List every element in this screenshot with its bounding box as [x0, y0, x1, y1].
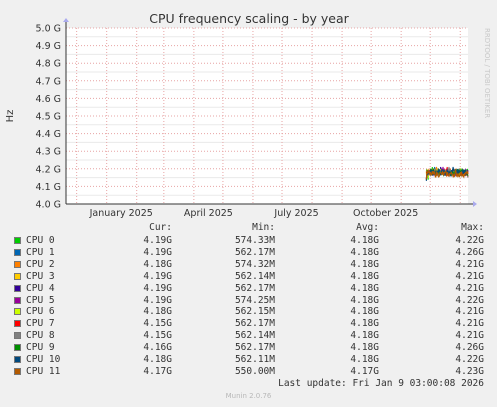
y-axis-label: Hz [5, 110, 16, 123]
x-tick-label: January 2025 [89, 208, 153, 219]
x-tick-label: July 2025 [273, 208, 318, 219]
x-tick-label: April 2025 [184, 208, 233, 219]
y-tick-label: 4.9 G [36, 41, 62, 52]
axes [63, 18, 477, 207]
y-tick-label: 4.2 G [36, 164, 62, 175]
y-tick-label: 5.0 G [36, 24, 62, 35]
x-axis-arrow-icon [473, 201, 477, 207]
y-tick-label: 4.0 G [36, 200, 62, 211]
y-tick-label: 4.7 G [36, 76, 62, 87]
y-tick-label: 4.6 G [36, 94, 62, 105]
series-line-cpu-11 [425, 168, 469, 180]
y-tick-label: 4.1 G [36, 182, 62, 193]
x-axis-ticks: January 2025 April 2025 July 2025 October 2… [89, 208, 419, 219]
x-tick-label: October 2025 [353, 208, 418, 219]
grid [66, 27, 468, 204]
chart-title: CPU frequency scaling - by year [149, 11, 349, 26]
y-tick-label: 4.3 G [36, 147, 62, 158]
y-tick-label: 4.4 G [36, 129, 62, 140]
munin-version: Munin 2.0.76 [225, 392, 272, 400]
series-lines [425, 166, 469, 182]
y-axis-ticks: 4.0 G 4.1 G 4.2 G 4.3 G 4.4 G 4.5 G 4.6 G 4.7 G… [36, 24, 62, 211]
rrdtool-watermark: RRDTOOL / TOBI OETIKER [483, 28, 491, 118]
y-tick-label: 4.5 G [36, 112, 62, 123]
y-axis-arrow-icon [63, 18, 69, 22]
y-tick-label: 4.8 G [36, 59, 62, 70]
